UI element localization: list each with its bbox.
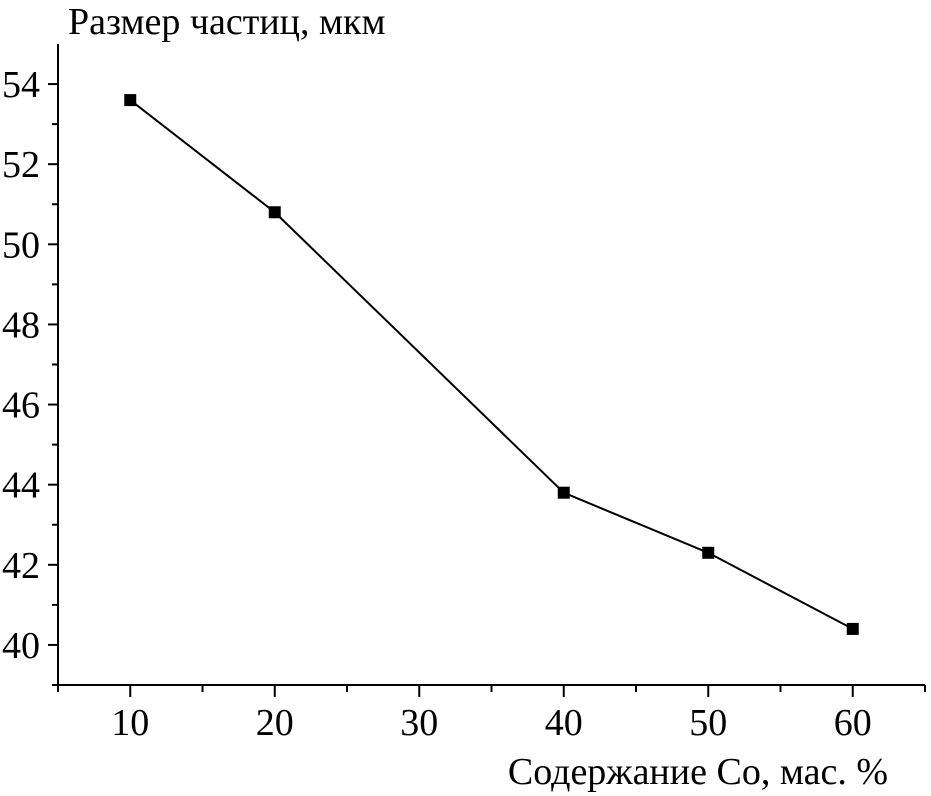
x-tick-label: 30 [400,702,438,744]
y-tick-label: 42 [2,545,40,587]
data-point-marker [124,94,137,107]
y-tick-label: 48 [2,304,40,346]
y-tick-label: 50 [2,224,40,266]
x-tick-label: 60 [834,702,872,744]
x-tick-label: 20 [256,702,294,744]
data-point-marker [846,622,859,635]
x-tick-label: 10 [111,702,149,744]
y-tick-label: 46 [2,385,40,427]
data-point-marker [268,206,281,219]
y-tick-label: 54 [2,64,40,106]
axes [57,44,925,686]
y-tick-label: 52 [2,144,40,186]
x-tick-label: 40 [545,702,583,744]
y-tick-label: 44 [2,465,40,507]
x-tick-label: 50 [689,702,727,744]
data-point-marker [557,486,570,499]
y-axis-title: Размер частиц, мкм [68,1,386,43]
x-axis-title: Содержание Co, мас. % [508,751,888,793]
data-point-marker [702,546,715,559]
tick-labels: 40 42 44 46 48 50 52 54 10 20 30 40 50 60 [2,64,872,744]
data-series [124,94,859,635]
tick-marks [48,83,926,697]
series-line [129,99,854,630]
y-tick-label: 40 [2,625,40,667]
